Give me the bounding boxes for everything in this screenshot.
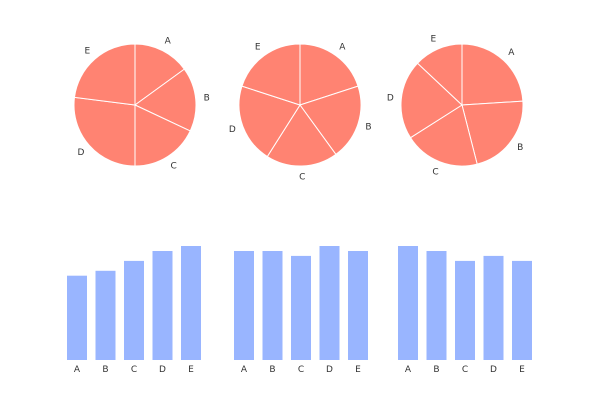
pie-2-slice-e	[241, 43, 301, 106]
pie-2-label-c: C	[299, 173, 305, 183]
pie-1-slice-e	[73, 43, 136, 106]
pie-2-slice-b	[299, 85, 362, 156]
pie-2-label-a: A	[339, 42, 346, 52]
pie-1-slice-a	[134, 43, 186, 106]
bar-chart-1-tick-e: E	[188, 365, 194, 375]
bar-chart-2-tick-c: C	[298, 365, 304, 375]
bar-chart-3-tick-c: C	[462, 365, 468, 375]
bar-chart-3-bar-d	[483, 255, 504, 360]
pie-2-label-e: E	[255, 42, 261, 52]
bar-chart-2-bar-b	[262, 251, 283, 360]
pie-2-slice-d	[238, 85, 301, 158]
bar-chart-2-tick-d: D	[326, 365, 333, 375]
pie-1-label-a: A	[165, 36, 172, 46]
pie-3-label-a: A	[508, 48, 515, 58]
bar-chart-1-bar-a	[67, 275, 87, 360]
bar-chart-3-bar-e	[512, 260, 532, 360]
pie-3-slice-a	[461, 43, 524, 106]
pie-2-label-d: D	[229, 125, 236, 135]
bar-chart-3-bar-c	[455, 260, 475, 360]
bar-chart-2-bar-d	[319, 246, 340, 360]
bar-chart-1-tick-d: D	[159, 365, 166, 375]
pie-1-label-d: D	[78, 148, 85, 158]
bar-chart-1-bar-b	[95, 270, 116, 360]
pie-3-label-b: B	[517, 143, 523, 153]
pie-3-label-c: C	[432, 167, 438, 177]
pie-2-slice-c	[266, 104, 337, 167]
pie-2-label-b: B	[365, 123, 371, 133]
bar-chart-1-bar-c	[124, 260, 144, 360]
bar-chart-1-bar-e	[181, 246, 201, 360]
bar-chart-2-bar-c	[291, 255, 311, 360]
bar-chart-1-bar-d	[152, 251, 173, 360]
pie-1-label-c: C	[170, 161, 176, 171]
bar-chart-1-tick-c: C	[131, 365, 137, 375]
pie-1-slice-d	[73, 96, 136, 167]
pie-3-slice-e	[416, 43, 463, 107]
bar-chart-2-bar-e	[348, 251, 368, 360]
bar-chart-2-tick-b: B	[269, 365, 275, 375]
bar-chart-1-tick-a: A	[74, 365, 81, 375]
bar-chart-3-bar-a	[398, 246, 418, 360]
pie-3-label-d: D	[387, 94, 394, 104]
pie-3-label-e: E	[431, 34, 437, 44]
pie-1-label-b: B	[204, 94, 210, 104]
bar-chart-3-tick-d: D	[490, 365, 497, 375]
pie-1-slice-b	[134, 68, 197, 132]
pie-2-slice-a	[299, 43, 359, 106]
bar-chart-3-tick-b: B	[433, 365, 439, 375]
bar-chart-2-tick-e: E	[355, 365, 361, 375]
pie-1-label-e: E	[85, 47, 91, 57]
bar-chart-3-bar-b	[426, 251, 447, 360]
bar-chart-3-tick-e: E	[519, 365, 525, 375]
bar-chart-1-tick-b: B	[102, 365, 108, 375]
pie-3-slice-c	[409, 104, 478, 167]
bar-chart-2-bar-a	[234, 251, 254, 360]
bar-chart-3-tick-a: A	[405, 365, 412, 375]
pie-3-slice-b	[461, 100, 524, 165]
pie-1-slice-c	[134, 104, 191, 167]
bar-chart-2-tick-a: A	[241, 365, 248, 375]
pie-3-slice-d	[400, 62, 463, 139]
